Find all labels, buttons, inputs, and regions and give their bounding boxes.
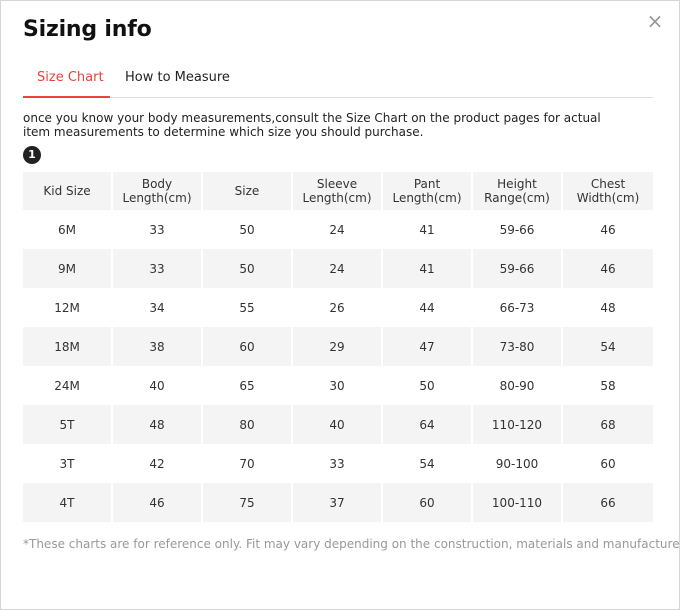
table-cell: 80-90	[473, 366, 563, 405]
table-cell: 12M	[23, 288, 113, 327]
table-cell: 66	[563, 483, 653, 522]
table-cell: 41	[383, 210, 473, 249]
table-cell: 73-80	[473, 327, 563, 366]
column-header-line: Length(cm)	[122, 191, 192, 205]
table-cell: 75	[203, 483, 293, 522]
table-cell: 24	[293, 210, 383, 249]
table-cell: 64	[383, 405, 473, 444]
column-header: Kid Size	[23, 172, 113, 210]
column-header-line: Size	[234, 184, 260, 198]
table-cell: 9M	[23, 249, 113, 288]
table-cell: 50	[203, 249, 293, 288]
table-cell: 59-66	[473, 249, 563, 288]
table-cell: 55	[203, 288, 293, 327]
table-cell: 29	[293, 327, 383, 366]
disclaimer-footnote: *These charts are for reference only. Fi…	[23, 537, 680, 551]
table-cell: 46	[563, 249, 653, 288]
table-cell: 54	[563, 327, 653, 366]
close-icon[interactable]: ×	[646, 9, 664, 33]
dialog-title: Sizing info	[23, 17, 152, 42]
table-cell: 33	[113, 249, 203, 288]
table-cell: 33	[113, 210, 203, 249]
column-header: Height Range(cm)	[473, 172, 563, 210]
step-number-badge: 1	[23, 146, 41, 164]
column-header-line: Width(cm)	[576, 191, 640, 205]
table-row: 3T 42 70 33 54 90-100 60	[23, 444, 653, 483]
table-cell: 110-120	[473, 405, 563, 444]
table-cell: 38	[113, 327, 203, 366]
table-cell: 41	[383, 249, 473, 288]
table-cell: 59-66	[473, 210, 563, 249]
table-cell: 60	[383, 483, 473, 522]
intro-text: once you know your body measurements,con…	[23, 111, 601, 139]
table-cell: 66-73	[473, 288, 563, 327]
table-row: 4T 46 75 37 60 100-110 66	[23, 483, 653, 522]
tab-size-chart[interactable]: Size Chart	[37, 70, 104, 85]
table-cell: 90-100	[473, 444, 563, 483]
table-row: 12M 34 55 26 44 66-73 48	[23, 288, 653, 327]
column-header-line: Range(cm)	[484, 191, 550, 205]
column-header: Size	[203, 172, 293, 210]
table-cell: 26	[293, 288, 383, 327]
table-row: 5T 48 80 40 64 110-120 68	[23, 405, 653, 444]
table-cell: 4T	[23, 483, 113, 522]
table-cell: 58	[600, 378, 616, 393]
table-cell: 48	[600, 300, 616, 315]
column-header-line: Length(cm)	[302, 191, 372, 205]
table-cell: 47	[383, 327, 473, 366]
table-cell: 70	[203, 444, 293, 483]
table-cell: 18M	[23, 327, 113, 366]
table-cell: 50	[383, 366, 473, 405]
table-cell: 65	[203, 366, 293, 405]
table-cell: 42	[113, 444, 203, 483]
active-tab-indicator	[23, 96, 110, 98]
table-cell: 40	[113, 366, 203, 405]
table-cell: 6M	[23, 210, 113, 249]
table-cell: 54	[383, 444, 473, 483]
column-header-line: Height	[497, 177, 537, 191]
column-header: Body Length(cm)	[113, 172, 203, 210]
table-cell: 48	[113, 405, 203, 444]
column-header-line: Length(cm)	[392, 191, 462, 205]
table-body: 6M 33 50 24 41 59-66 46 9M 33 50 24 41 59-66 46 12M 34 5…	[23, 210, 653, 522]
table-row: 18M 38 60 29 47 73-80 54	[23, 327, 653, 366]
tab-bar: Size Chart How to Measure	[23, 63, 653, 98]
table-cell: 40	[293, 405, 383, 444]
table-cell: 60	[203, 327, 293, 366]
table-cell: 24	[293, 249, 383, 288]
column-header: Chest Width(cm)	[563, 172, 653, 210]
column-header-line: Kid Size	[43, 184, 91, 198]
column-header-line: Pant	[413, 177, 441, 191]
column-header: Sleeve Length(cm)	[293, 172, 383, 210]
table-row: 9M 33 50 24 41 59-66 46	[23, 249, 653, 288]
table-cell: 5T	[23, 405, 113, 444]
table-row: 24M 40 65 30 50 80-90 58	[23, 366, 653, 405]
table-row: 6M 33 50 24 41 59-66 46	[23, 210, 653, 249]
column-header-line: Chest	[590, 177, 626, 191]
table-cell: 50	[203, 210, 293, 249]
table-cell: 100-110	[473, 483, 563, 522]
table-cell: 37	[293, 483, 383, 522]
table-cell: 30	[293, 366, 383, 405]
table-cell: 3T	[23, 444, 113, 483]
table-header-row: Kid Size Body Length(cm) Size Sleeve Length(c…	[23, 172, 653, 210]
table-cell: 68	[563, 405, 653, 444]
table-cell: 46	[113, 483, 203, 522]
table-cell: 34	[113, 288, 203, 327]
table-cell: 24M	[23, 366, 113, 405]
size-chart-table: Kid Size Body Length(cm) Size Sleeve Length(c…	[23, 172, 653, 522]
table-cell: 44	[383, 288, 473, 327]
table-cell: 46	[600, 222, 616, 237]
tab-how-to-measure[interactable]: How to Measure	[125, 70, 230, 85]
column-header-line: Sleeve	[316, 177, 358, 191]
table-cell: 60	[600, 456, 616, 471]
column-header-line: Body	[141, 177, 173, 191]
column-header: Pant Length(cm)	[383, 172, 473, 210]
table-cell: 80	[203, 405, 293, 444]
table-cell: 33	[293, 444, 383, 483]
